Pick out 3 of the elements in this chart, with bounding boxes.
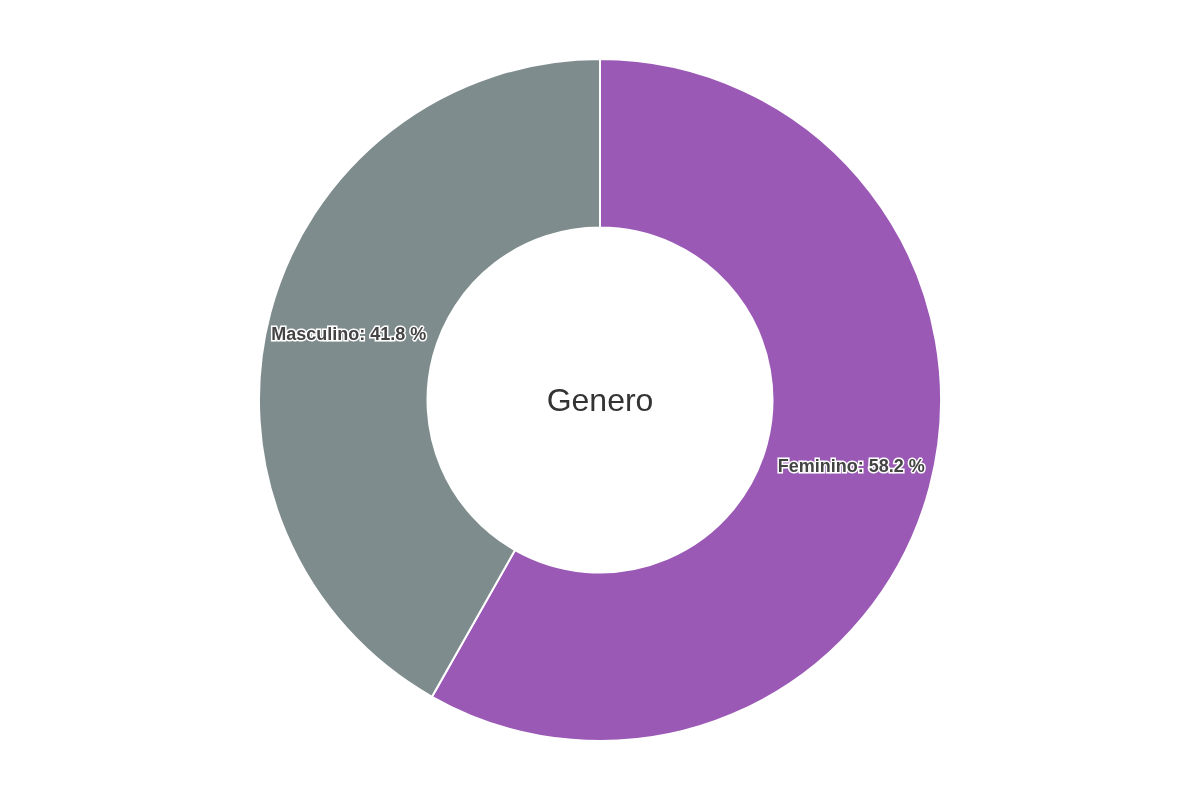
slice-label: Feminino: 58.2 % (777, 456, 925, 477)
text: Genero (546, 382, 654, 418)
slice-label: Masculino: 41.8 % (271, 323, 427, 344)
